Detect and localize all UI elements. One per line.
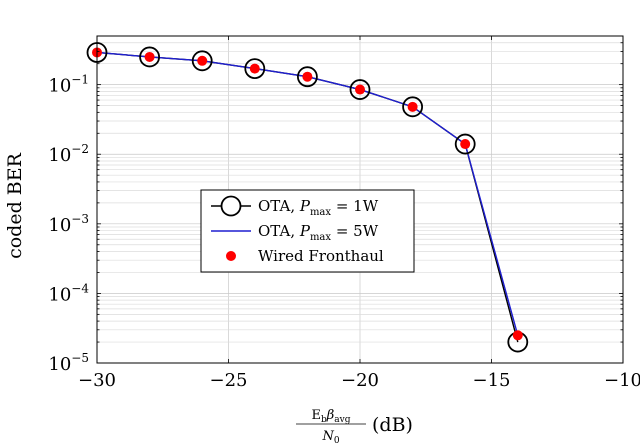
series-3-point [355,84,365,95]
series-3-point [460,139,471,150]
x-tick-label: −15 [473,370,511,391]
x-label-N: N [321,429,334,444]
series-3-point [249,63,260,74]
series-3-point [197,55,208,66]
series-1-point [191,50,213,72]
legend-swatch-marker [220,195,242,217]
legend-entry-label: Wired Fronthaul [258,247,384,265]
series-1-point [349,79,371,100]
series-3-point [302,71,313,82]
series-3-point [144,51,155,62]
y-tick-label: 10−5 [48,351,89,375]
legend-entry-label: OTA, Pmax = 5W [258,222,379,243]
series-3-point [512,330,523,341]
x-axis-label: Ebβavg N0 (dB) [296,408,413,445]
x-tick-label: −10 [604,370,640,391]
y-tick-label: 10−3 [48,212,89,236]
x-label-beta: β [326,408,335,423]
series-1-point [139,46,161,68]
y-axis-label: coded BER [4,152,26,259]
series-1-point [454,133,476,155]
x-tick-label: −25 [210,370,248,391]
series-1-point [244,58,266,80]
y-tick-label: 10−4 [48,281,89,305]
x-tick-label: −30 [78,370,116,391]
series-1-point [296,66,318,88]
ticks: −30 −25 −20 −15 −10 10−5 10−4 10−3 10−2 10−1 [48,35,640,391]
legend-entry-label: OTA, Pmax = 1W [258,197,379,218]
x-label-sub-b: b [321,415,327,425]
legend-swatch-marker [226,251,236,261]
series-3-point [407,101,418,112]
series-1-point [402,96,424,118]
x-label-sub-avg: avg [334,415,350,425]
x-label-E: E [312,408,322,423]
legend: OTA, Pmax = 1W OTA, Pmax = 5W Wired Fronth… [200,189,415,273]
y-tick-label: 10−1 [48,73,89,97]
x-tick-label: −20 [341,370,379,391]
x-label-sub-0: 0 [334,436,340,445]
y-tick-label: 10−2 [48,142,89,166]
svg-text:Ebβavg: Ebβavg [312,408,351,425]
svg-text:N0: N0 [321,429,339,445]
x-label-unit: (dB) [372,414,413,436]
